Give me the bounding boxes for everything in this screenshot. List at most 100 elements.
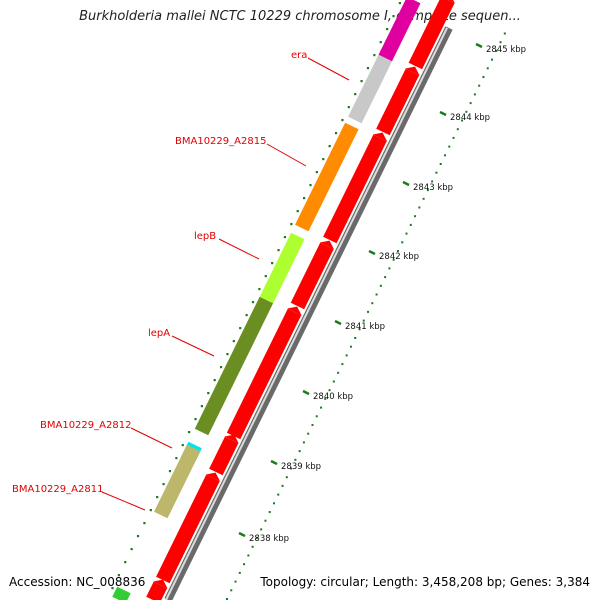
tick-dot [309, 184, 312, 187]
ruler-dot [418, 206, 421, 209]
ruler-dot [375, 293, 378, 296]
ruler-dot [349, 345, 352, 348]
tick-dot [251, 301, 255, 304]
feature-segment-0 [112, 586, 131, 600]
gene-label-lepA: lepA [148, 328, 170, 339]
gene-label-BMA10229_A2812: BMA10229_A2812 [40, 420, 131, 431]
feature-track [112, 0, 421, 600]
gene-label-BMA10229_A2811: BMA10229_A2811 [12, 484, 103, 495]
ruler-dot [311, 424, 314, 426]
ruler-dot [328, 389, 331, 392]
tick-dot [117, 574, 120, 577]
ruler-dot [461, 119, 464, 122]
tick-dot [111, 587, 114, 590]
tick-dot [386, 28, 389, 31]
tick-dot [347, 106, 350, 109]
tick-dot [264, 275, 267, 278]
tick-dot [226, 353, 229, 356]
tick-dot [162, 483, 165, 486]
ruler-dot [414, 215, 417, 218]
ruler-dot [426, 189, 429, 192]
tick-dot [143, 522, 146, 525]
gene-label-lepB: lepB [194, 231, 216, 242]
tick-dot [315, 171, 318, 174]
gene-leader-3 [171, 335, 215, 357]
ruler-dot [448, 145, 451, 148]
ruler-dot [225, 598, 228, 600]
gene-leader-2 [218, 238, 260, 260]
kbp-label: 2838 kbp [249, 534, 289, 544]
backbone [164, 26, 453, 600]
ruler-dot [469, 102, 472, 105]
ruler-dot [302, 441, 305, 444]
ruler-dot [439, 163, 442, 165]
ruler-dot [332, 380, 335, 383]
ruler-dot [234, 580, 237, 583]
tick-dot [277, 249, 280, 252]
ruler-dot [341, 363, 344, 366]
ruler-dot [285, 476, 288, 479]
accession-label: Accession: NC_008836 [9, 575, 146, 589]
ruler-dot [354, 337, 357, 339]
ruler-dot [465, 110, 468, 113]
ruler-dot [238, 571, 241, 574]
ruler-dot [431, 180, 434, 183]
ruler-dot [379, 284, 382, 287]
ruler-dot [268, 511, 271, 513]
ruler-dot [294, 458, 297, 461]
feature-segment-7 [378, 0, 421, 62]
tick-dot [136, 535, 140, 538]
tick-dot [322, 158, 325, 161]
tick-dot [232, 340, 235, 343]
cds-arrowhead-6 [405, 66, 420, 76]
ruler-dot [401, 241, 404, 244]
ruler-dot [230, 589, 233, 592]
tick-dot [290, 223, 293, 226]
kbp-tick [302, 389, 310, 396]
kbp-label: 2845 kbp [486, 45, 526, 55]
tick-dot [124, 561, 127, 564]
tick-dot [334, 132, 338, 135]
tick-dot [213, 379, 216, 382]
ruler-dot [273, 502, 275, 505]
tick-dot [168, 470, 172, 473]
topology-label: Topology: circular; Length: 3,458,208 bp… [260, 575, 590, 589]
tick-dot [392, 15, 395, 18]
ruler-dot [277, 493, 280, 496]
ruler-dot [490, 58, 493, 61]
kbp-tick [270, 459, 278, 466]
ruler-dot [495, 49, 498, 52]
ruler-dot [443, 154, 446, 157]
cds-forward-6 [376, 68, 420, 136]
gene-labels: era BMA10229_A2815 lepB lepA BMA10229_A2812 B… [12, 50, 350, 511]
kbp-label: 2844 kbp [450, 113, 490, 123]
ruler-dot [478, 84, 481, 87]
tick-dot [302, 197, 306, 200]
tick-dot [156, 496, 159, 499]
ruler-dot [392, 258, 395, 261]
kbp-label: 2843 kbp [413, 183, 453, 193]
ruler-dot [367, 310, 370, 313]
ruler-dot [315, 415, 318, 418]
ruler-dot [337, 371, 340, 374]
cds-arrowhead-7 [447, 0, 455, 4]
ruler-dot [290, 467, 293, 470]
ruler-dot [371, 302, 374, 305]
ruler-dot [456, 128, 459, 131]
tick-dot [194, 418, 197, 421]
kbp-label: 2840 kbp [313, 392, 353, 402]
ruler-dot [388, 267, 391, 270]
cds-arrowhead-0 [153, 579, 168, 589]
cds-arrowhead-1 [205, 472, 221, 482]
tick-dot [130, 548, 133, 551]
cds-forward-0 [146, 581, 168, 600]
ruler-dot [255, 537, 258, 540]
ruler-dot [396, 250, 399, 252]
feature-segment-3 [194, 296, 274, 436]
tick-dot [219, 366, 223, 369]
gene-label-BMA10229_A2815: BMA10229_A2815 [175, 136, 266, 147]
ruler-dot [251, 545, 254, 548]
feature-segment-2 [154, 444, 201, 519]
feature-segment-5 [295, 122, 359, 232]
